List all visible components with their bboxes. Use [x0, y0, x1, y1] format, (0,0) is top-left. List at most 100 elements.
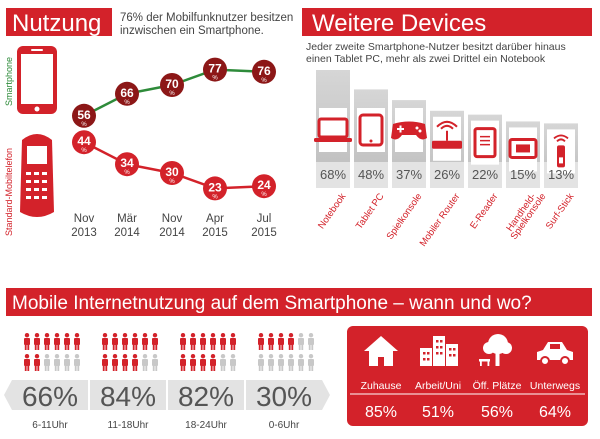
x-label-4-year: 2015 [251, 227, 277, 239]
tablet-icon [358, 113, 384, 147]
time-label-2: 18-24Uhr [185, 420, 227, 431]
person-icon-0-4 [64, 333, 70, 350]
person-icon-2-3 [210, 333, 216, 350]
series-1-value-1: 34 [120, 156, 134, 170]
device-value-3: 26% [434, 167, 460, 182]
person-icon-2-7 [190, 354, 196, 371]
handheld-icon [508, 137, 538, 159]
series-1-value-4: 24 [257, 178, 271, 192]
time-bar-1 [90, 380, 166, 410]
series-0-percent-4: % [261, 78, 267, 84]
series-1-point-3 [203, 176, 227, 201]
office-building-icon [420, 336, 458, 366]
person-icon-1-8 [122, 354, 128, 371]
x-label-3-month: Apr [206, 213, 224, 225]
person-icon-0-10 [64, 354, 70, 371]
location-panel [347, 326, 588, 426]
nutzung-subtitle-line2: inzwischen ein Smartphone. [120, 25, 264, 37]
series-1-point-2 [160, 161, 184, 185]
car-icon [537, 342, 573, 366]
location-label-2: Öff. Plätze [473, 380, 522, 392]
device-bar-base-3 [430, 162, 464, 188]
device-value-2: 37% [396, 167, 422, 182]
series-0-value-4: 76 [257, 64, 271, 78]
weitere-title-box [302, 8, 592, 36]
person-icon-1-4 [142, 333, 148, 350]
notebook-icon [314, 117, 352, 142]
device-bar-4: 22% [468, 114, 502, 188]
person-icon-2-1 [190, 333, 196, 350]
person-icon-1-0 [102, 333, 108, 350]
location-value-1: 51% [422, 404, 454, 421]
device-bar-6: 13% [544, 123, 578, 188]
series-0-percent-0: % [81, 122, 87, 128]
series-0-value-0: 56 [77, 108, 91, 122]
time-label-1: 11-18Uhr [108, 420, 150, 431]
park-tree-icon [479, 334, 512, 366]
nutzung-title-box [6, 8, 112, 36]
label-smartphone: Smartphone [4, 57, 14, 106]
device-category-1-0: Tablet PC [354, 191, 387, 231]
person-icon-0-9 [54, 354, 60, 371]
series-0-point-4 [252, 59, 276, 84]
person-icon-1-3 [132, 333, 138, 350]
mobile-title-box [6, 288, 592, 316]
time-arrow-left [4, 380, 12, 410]
x-label-1-month: Mär [117, 213, 137, 225]
device-category-0-0: Notebook [316, 191, 348, 231]
time-value-1: 84% [100, 381, 156, 412]
device-value-4: 22% [472, 167, 498, 182]
location-value-3: 64% [539, 404, 571, 421]
person-icon-3-5 [308, 333, 314, 350]
person-icon-0-3 [54, 333, 60, 350]
series-1-percent-4: % [261, 192, 267, 198]
device-bar-5: 15% [506, 121, 540, 188]
person-icon-2-0 [180, 333, 186, 350]
person-icon-3-4 [298, 333, 304, 350]
person-icon-3-10 [298, 354, 304, 371]
device-category-3-0: Mobiler Router [418, 191, 463, 248]
person-icon-0-7 [34, 354, 40, 371]
usage-line-chart: 56%66%70%77%76%44%34% 30% 23%24%Nov2013Mär… [71, 57, 277, 239]
person-icon-3-0 [258, 333, 264, 350]
mobile-title: Mobile Internetnutzung auf dem Smartphon… [12, 293, 532, 314]
person-icon-2-8 [200, 354, 206, 371]
location-value-0: 85% [365, 404, 397, 421]
device-category-2-0: Spielkonsole [385, 191, 425, 241]
device-bar-chart: 68% Notebook 48% Tablet PC 37% Spielkonsole 26… [314, 70, 578, 249]
ereader-icon [473, 127, 497, 159]
device-value-5: 15% [510, 167, 536, 182]
gamepad-icon [391, 121, 427, 140]
series-0-point-0 [72, 103, 96, 128]
person-icon-0-5 [74, 333, 80, 350]
device-bar-2: 37% [391, 100, 427, 188]
person-icon-0-6 [24, 354, 30, 371]
person-icon-3-2 [278, 333, 284, 350]
series-1-point-0 [72, 130, 96, 155]
time-value-0: 66% [22, 381, 78, 412]
series-1-point-1 [115, 152, 139, 177]
person-icon-2-10 [220, 354, 226, 371]
series-0-point-1 [115, 81, 139, 106]
device-bar-1: 48% [354, 89, 388, 188]
device-icon-box-0 [319, 108, 347, 152]
time-arrow-right [322, 380, 330, 410]
location-value-2: 56% [481, 404, 513, 421]
x-label-1-year: 2014 [114, 227, 140, 239]
smartphone-icon [17, 46, 57, 114]
person-icon-2-5 [230, 333, 236, 350]
time-label-0: 6-11Uhr [32, 420, 68, 431]
person-icon-3-7 [268, 354, 274, 371]
series-0-percent-3: % [212, 76, 218, 82]
series-0-value-1: 66 [120, 86, 134, 100]
device-bar-base-2 [392, 162, 426, 188]
person-icon-3-3 [288, 333, 294, 350]
feature-phone-icon [20, 134, 54, 217]
series-1-point-4 [252, 174, 276, 199]
device-bar-base-0 [316, 162, 350, 188]
x-label-2-month: Nov [162, 213, 183, 225]
person-icon-1-11 [152, 354, 158, 371]
series-1-value-2: 30 [165, 165, 179, 179]
series-0-percent-2: % [169, 91, 175, 97]
